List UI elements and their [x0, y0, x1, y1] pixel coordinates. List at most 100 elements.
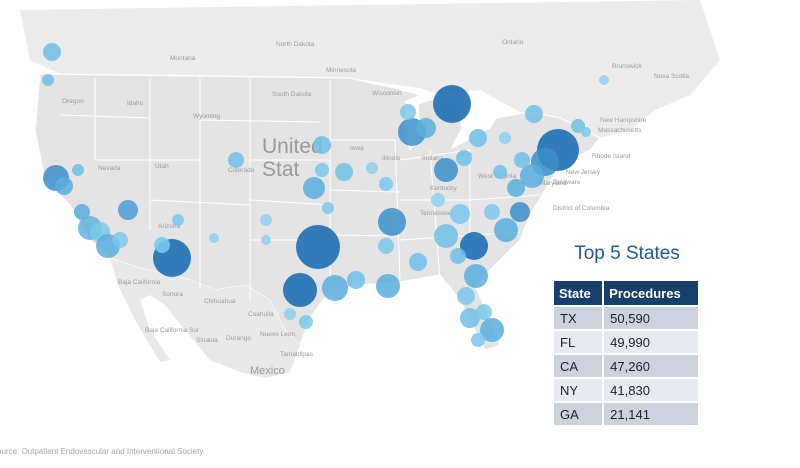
svg-text:Sonora: Sonora: [162, 291, 183, 298]
svg-text:Montana: Montana: [170, 55, 196, 62]
bubble: [313, 136, 331, 154]
svg-text:Nevada: Nevada: [98, 165, 121, 172]
bubble: [450, 248, 466, 264]
bubble: [499, 132, 511, 144]
bubble: [228, 152, 244, 168]
canada-land: [20, 0, 720, 138]
svg-text:Rhode Island: Rhode Island: [592, 153, 631, 160]
svg-text:Wisconsin: Wisconsin: [372, 90, 402, 97]
bubble: [378, 208, 406, 236]
svg-text:New Jersey: New Jersey: [566, 169, 601, 176]
col-header-state: State: [554, 281, 605, 306]
svg-text:Minnesota: Minnesota: [326, 67, 356, 74]
cell-procedures: 49,990: [603, 329, 698, 354]
table-row: TX 50,590: [554, 305, 698, 330]
bubble: [42, 74, 54, 86]
bubble: [476, 304, 492, 320]
map-labels: United Stat Oregon Idaho Montana Wyoming…: [62, 39, 689, 377]
bubble: [347, 271, 365, 289]
top5-title: Top 5 States: [574, 243, 680, 264]
bubble: [55, 177, 73, 195]
bubble: [209, 233, 219, 243]
mexico-land: [110, 258, 300, 378]
bubble: [581, 127, 591, 137]
svg-text:Idaho: Idaho: [127, 100, 144, 107]
svg-text:Arizona: Arizona: [158, 223, 180, 230]
svg-text:Mexico: Mexico: [250, 365, 285, 377]
bubble: [484, 204, 500, 220]
bubble: [296, 225, 340, 269]
bubble: [335, 163, 353, 181]
cell-state: NY: [554, 377, 605, 402]
bubble: [322, 275, 348, 301]
cell-procedures: 47,260: [603, 353, 698, 378]
bubble: [456, 150, 472, 166]
cell-procedures: 21,141: [603, 401, 698, 425]
bubble: [471, 333, 485, 347]
svg-text:Wyoming: Wyoming: [193, 113, 220, 120]
bubble: [322, 202, 334, 214]
svg-text:Nuevo Leon: Nuevo Leon: [260, 331, 295, 338]
table-row: FL 49,990: [554, 329, 698, 354]
bubble: [520, 164, 544, 188]
bubble: [409, 253, 427, 271]
svg-text:Kentucky: Kentucky: [430, 185, 457, 192]
svg-text:Tennessee: Tennessee: [420, 210, 452, 217]
cell-procedures: 41,830: [603, 377, 698, 402]
bubble: [433, 85, 471, 123]
svg-text:Maryland: Maryland: [540, 180, 567, 187]
table-header-row: State Procedures: [554, 281, 698, 306]
svg-text:Oregon: Oregon: [62, 98, 84, 105]
svg-text:Illinois: Illinois: [382, 155, 401, 162]
procedure-bubbles: [42, 43, 609, 347]
bubble: [469, 129, 487, 147]
svg-text:North Dakota: North Dakota: [276, 41, 315, 48]
bubble: [112, 232, 128, 248]
bubble: [460, 308, 480, 328]
table-row: NY 41,830: [554, 377, 698, 402]
svg-text:Iowa: Iowa: [350, 145, 364, 152]
bubble: [376, 274, 400, 298]
cell-state: FL: [554, 329, 605, 354]
state-borders: [59, 78, 541, 300]
top5-table: State Procedures TX 50,590 FL 49,990 CA …: [554, 281, 698, 425]
bubble: [261, 235, 271, 245]
svg-text:Baja California: Baja California: [118, 279, 161, 286]
bubble: [493, 165, 507, 179]
bubble: [494, 218, 518, 242]
bubble: [118, 200, 138, 220]
bubble: [379, 177, 393, 191]
bubble: [431, 193, 445, 207]
svg-text:Brunswick: Brunswick: [612, 63, 642, 70]
bubble: [460, 232, 488, 260]
svg-text:Coahuila: Coahuila: [248, 311, 274, 318]
svg-text:District of Columbia: District of Columbia: [553, 205, 610, 212]
bubble: [514, 152, 530, 168]
bubble: [434, 224, 458, 248]
bubble: [457, 287, 475, 305]
svg-text:Massachusetts: Massachusetts: [598, 127, 642, 134]
bubble: [303, 177, 325, 199]
bubble: [366, 162, 378, 174]
bubble: [507, 179, 525, 197]
svg-text:Sinaloa: Sinaloa: [196, 337, 218, 344]
svg-text:Utah: Utah: [155, 163, 169, 170]
svg-text:Delaware: Delaware: [553, 179, 581, 186]
svg-text:South Dakota: South Dakota: [272, 91, 312, 98]
table-row: CA 47,260: [554, 353, 698, 378]
bubble: [450, 204, 470, 224]
top5-panel: Top 5 States State Procedures TX 50,590 …: [554, 243, 698, 425]
bubble: [299, 315, 313, 329]
bubble: [599, 75, 609, 85]
bubble: [416, 118, 436, 138]
svg-text:Stat: Stat: [262, 158, 300, 181]
bubble: [510, 202, 530, 222]
svg-text:Ontario: Ontario: [502, 39, 524, 46]
cell-state: TX: [554, 305, 605, 330]
svg-text:Colorado: Colorado: [228, 167, 255, 174]
cell-state: GA: [554, 401, 605, 425]
svg-text:Durango: Durango: [226, 335, 251, 342]
bubble: [172, 214, 184, 226]
col-header-procedures: Procedures: [603, 281, 698, 306]
svg-text:Chihuahua: Chihuahua: [204, 298, 236, 305]
